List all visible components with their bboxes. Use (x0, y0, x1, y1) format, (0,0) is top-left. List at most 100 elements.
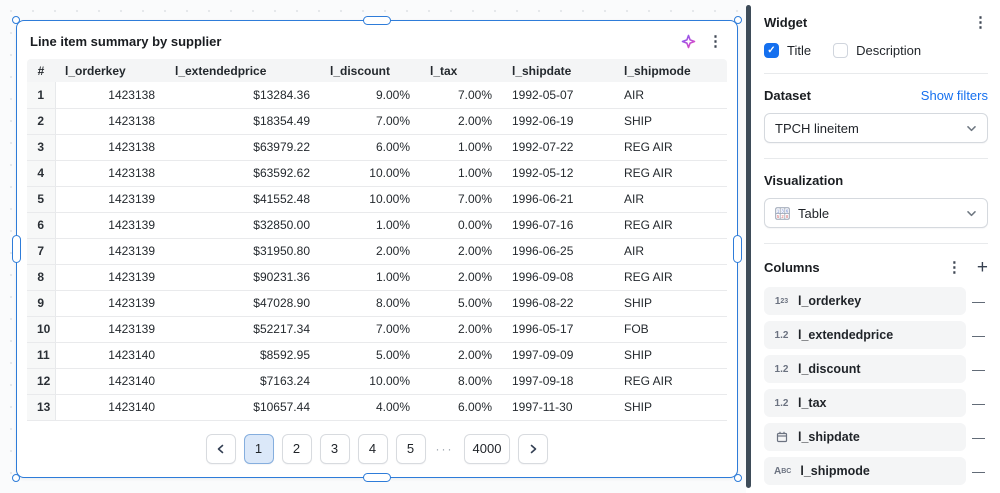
widget-header: Line item summary by supplier ⋮ (17, 21, 737, 59)
title-checkbox[interactable]: ✓ Title (764, 43, 811, 58)
cell-l_shipdate: 1996-06-25 (502, 238, 614, 265)
cell-l_shipmode: REG AIR (614, 212, 727, 239)
cell-l_tax: 0.00% (420, 212, 502, 239)
column-item-l_discount[interactable]: 1.2 l_discount (764, 355, 966, 383)
cell-l_discount: 1.00% (320, 212, 420, 239)
table-viz-icon: 1 3 6 5 2 8 (775, 206, 790, 220)
table-row: 13 1423140 $10657.44 4.00% 6.00% 1997-11-30 SH… (27, 394, 727, 421)
add-column-button[interactable]: + (976, 257, 988, 278)
column-item-l_shipdate[interactable]: l_shipdate (764, 423, 966, 451)
cell-index: 4 (27, 160, 56, 187)
cell-l_shipdate: 1996-09-08 (502, 264, 614, 291)
remove-column-button[interactable]: — (972, 463, 985, 479)
pagination-page-5[interactable]: 5 (395, 433, 426, 464)
remove-column-button[interactable]: — (972, 327, 985, 343)
table-row: 3 1423138 $63979.22 6.00% 1.00% 1992-07-22 REG… (27, 134, 727, 161)
column-item-l_extendedprice[interactable]: 1.2 l_extendedprice (764, 321, 966, 349)
column-item-label: l_tax (798, 396, 827, 410)
column-header-l_tax[interactable]: l_tax (420, 59, 502, 82)
svg-text:3: 3 (781, 208, 784, 213)
cell-index: 1 (27, 82, 56, 109)
pagination-page-4000[interactable]: 4000 (463, 433, 511, 464)
description-checkbox[interactable]: Description (833, 43, 921, 58)
column-header-index[interactable]: # (27, 59, 55, 82)
dataset-select[interactable]: TPCH lineitem (764, 113, 988, 143)
resize-handle-top[interactable] (363, 16, 391, 25)
cell-l_tax: 2.00% (420, 316, 502, 343)
table-row: 5 1423139 $41552.48 10.00% 7.00% 1996-06-21 AI… (27, 186, 727, 213)
cell-l_tax: 7.00% (420, 186, 502, 213)
remove-column-button[interactable]: — (972, 395, 985, 411)
cell-l_tax: 7.00% (420, 82, 502, 109)
column-header-l_discount[interactable]: l_discount (320, 59, 420, 82)
column-header-l_shipmode[interactable]: l_shipmode (614, 59, 727, 82)
cell-index: 13 (27, 394, 56, 421)
cell-l_orderkey: 1423140 (55, 394, 165, 421)
table-widget[interactable]: Line item summary by supplier ⋮ (12, 16, 742, 482)
cell-l_shipmode: REG AIR (614, 368, 727, 395)
resize-handle-se[interactable] (734, 474, 742, 482)
cell-l_extendedprice: $52217.34 (165, 316, 320, 343)
column-header-l_orderkey[interactable]: l_orderkey (55, 59, 165, 82)
resize-handle-left[interactable] (12, 235, 21, 263)
config-panel: Widget ⋮ ✓ Title Description Dataset Sho… (746, 0, 1000, 493)
show-filters-link[interactable]: Show filters (920, 88, 988, 103)
visualization-select[interactable]: 1 3 6 5 2 8 Table (764, 198, 988, 228)
cell-l_discount: 10.00% (320, 368, 420, 395)
svg-text:8: 8 (786, 214, 789, 219)
pagination-page-4[interactable]: 4 (357, 433, 388, 464)
cell-l_shipdate: 1992-05-07 (502, 82, 614, 109)
pagination-page-2[interactable]: 2 (281, 433, 312, 464)
pagination: 1 2 3 4 5 ··· 4000 (17, 433, 737, 464)
column-item-label: l_orderkey (798, 294, 862, 308)
resize-handle-ne[interactable] (734, 16, 742, 24)
pagination-page-3[interactable]: 3 (319, 433, 350, 464)
ai-sparkle-icon[interactable] (681, 34, 696, 49)
column-header-l_extendedprice[interactable]: l_extendedprice (165, 59, 320, 82)
date-type-icon (774, 431, 789, 443)
cell-l_discount: 9.00% (320, 82, 420, 109)
column-list-row: 1 2 3 l_orderkey — (764, 287, 988, 315)
remove-column-button[interactable]: — (972, 361, 985, 377)
cell-index: 3 (27, 134, 56, 161)
dashboard-canvas[interactable]: Line item summary by supplier ⋮ (0, 0, 746, 493)
column-item-l_shipmode[interactable]: A B C l_shipmode (764, 457, 966, 485)
column-header-l_shipdate[interactable]: l_shipdate (502, 59, 614, 82)
cell-l_extendedprice: $32850.00 (165, 212, 320, 239)
pagination-next-button[interactable] (518, 433, 549, 464)
cell-l_shipdate: 1997-09-09 (502, 342, 614, 369)
widget-section-menu-icon[interactable]: ⋮ (973, 14, 988, 31)
cell-l_extendedprice: $63592.62 (165, 160, 320, 187)
table-row: 10 1423139 $52217.34 7.00% 2.00% 1996-05-17 FO… (27, 316, 727, 343)
widget-menu-icon[interactable]: ⋮ (708, 33, 723, 50)
cell-l_extendedprice: $31950.80 (165, 238, 320, 265)
decimal-type-icon: 1.2 (774, 363, 789, 375)
cell-l_discount: 5.00% (320, 342, 420, 369)
remove-column-button[interactable]: — (972, 429, 985, 445)
column-item-l_tax[interactable]: 1.2 l_tax (764, 389, 966, 417)
cell-l_extendedprice: $63979.22 (165, 134, 320, 161)
cell-l_discount: 10.00% (320, 186, 420, 213)
resize-handle-nw[interactable] (12, 16, 20, 24)
cell-l_shipdate: 1992-07-22 (502, 134, 614, 161)
table-header: # l_orderkey l_extendedprice l_discount l_ta… (27, 59, 727, 82)
cell-l_discount: 4.00% (320, 394, 420, 421)
pagination-page-1[interactable]: 1 (243, 433, 274, 464)
panel-scrollbar[interactable] (746, 5, 751, 488)
resize-handle-sw[interactable] (12, 474, 20, 482)
cell-l_tax: 2.00% (420, 108, 502, 135)
cell-l_shipmode: SHIP (614, 394, 727, 421)
resize-handle-bottom[interactable] (363, 473, 391, 482)
cell-l_discount: 8.00% (320, 290, 420, 317)
resize-handle-right[interactable] (733, 235, 742, 263)
column-item-l_orderkey[interactable]: 1 2 3 l_orderkey (764, 287, 966, 315)
pagination-prev-button[interactable] (205, 433, 236, 464)
cell-l_extendedprice: $8592.95 (165, 342, 320, 369)
cell-index: 11 (27, 342, 56, 369)
remove-column-button[interactable]: — (972, 293, 985, 309)
columns-menu-icon[interactable]: ⋮ (946, 259, 962, 276)
table-row: 7 1423139 $31950.80 2.00% 2.00% 1996-06-25 AIR (27, 238, 727, 265)
cell-l_extendedprice: $10657.44 (165, 394, 320, 421)
table-row: 8 1423139 $90231.36 1.00% 2.00% 1996-09-08 REG… (27, 264, 727, 291)
